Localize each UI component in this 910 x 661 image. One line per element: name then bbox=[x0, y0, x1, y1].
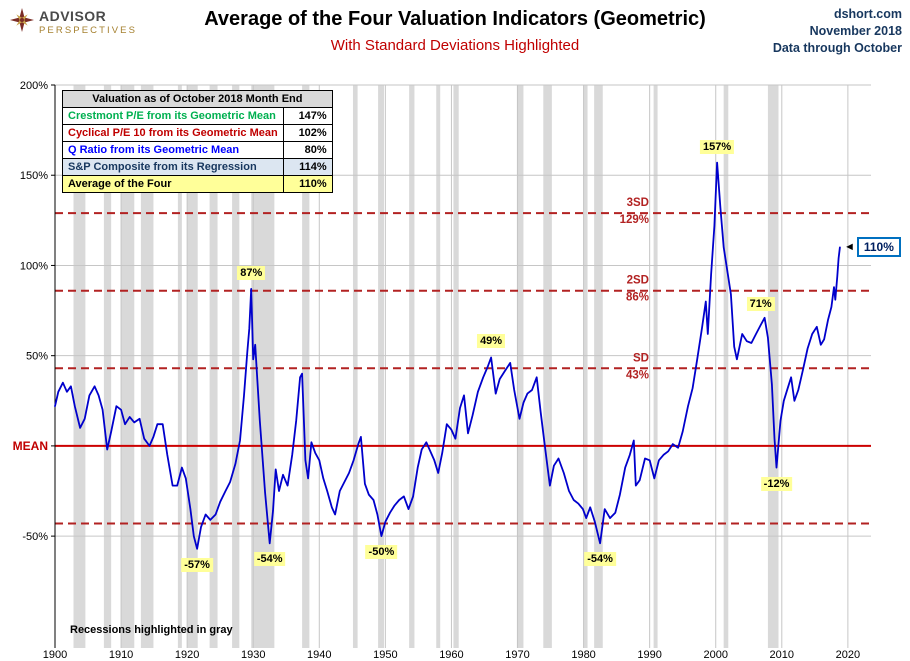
valuation-row-value: 114% bbox=[282, 158, 333, 176]
x-tick-label: 1950 bbox=[373, 649, 397, 661]
chart-title: Average of the Four Valuation Indicators… bbox=[204, 8, 706, 30]
source-note: Data through October bbox=[772, 41, 902, 55]
current-value-callout: ◄ 110% bbox=[843, 237, 901, 258]
valuation-row-value: 80% bbox=[282, 141, 333, 159]
logo-line1: ADVISOR bbox=[39, 8, 107, 24]
chart-subtitle: With Standard Deviations Highlighted bbox=[330, 37, 580, 54]
recession-band bbox=[73, 85, 86, 648]
valuation-row-value: 147% bbox=[282, 107, 333, 125]
sd-label: 3SD bbox=[627, 197, 649, 209]
logo-text: ADVISOR PERSPECTIVES bbox=[39, 8, 137, 36]
y-tick-label: 50% bbox=[26, 351, 48, 363]
x-tick-label: 2000 bbox=[703, 649, 727, 661]
x-tick-label: 1990 bbox=[637, 649, 661, 661]
recession-band bbox=[378, 85, 385, 648]
value-annotation: 87% bbox=[237, 265, 266, 280]
recession-band bbox=[723, 85, 729, 648]
value-annotation: -50% bbox=[365, 545, 398, 560]
x-tick-label: 2010 bbox=[770, 649, 794, 661]
x-tick-label: 1960 bbox=[439, 649, 463, 661]
x-tick-label: 1920 bbox=[175, 649, 199, 661]
valuation-row-label: Q Ratio from its Geometric Mean bbox=[62, 141, 284, 159]
sd-label: SD bbox=[633, 352, 649, 364]
recessions-footnote: Recessions highlighted in gray bbox=[70, 624, 233, 636]
recession-band bbox=[594, 85, 603, 648]
valuation-row-label: S&P Composite from its Regression bbox=[62, 158, 284, 176]
value-annotation: -54% bbox=[253, 552, 286, 567]
recession-band bbox=[232, 85, 240, 648]
sd-label: 86% bbox=[626, 292, 649, 304]
x-tick-label: 1900 bbox=[43, 649, 67, 661]
recession-band bbox=[209, 85, 218, 648]
x-tick-label: 1930 bbox=[241, 649, 265, 661]
value-annotation: 71% bbox=[746, 296, 775, 311]
sd-label: 129% bbox=[620, 214, 649, 226]
x-tick-label: 1970 bbox=[505, 649, 529, 661]
valuation-table-row: Q Ratio from its Geometric Mean 80% bbox=[62, 141, 333, 159]
recession-band bbox=[251, 85, 275, 648]
recession-band bbox=[187, 85, 198, 648]
valuation-row-value: 102% bbox=[282, 124, 333, 142]
sd-label: 43% bbox=[626, 369, 649, 381]
y-tick-label: 150% bbox=[20, 170, 48, 182]
recession-band bbox=[409, 85, 415, 648]
recession-band bbox=[352, 85, 358, 648]
x-tick-label: 2020 bbox=[836, 649, 860, 661]
mean-label: MEAN bbox=[13, 439, 48, 453]
logo-line2: PERSPECTIVES bbox=[39, 25, 138, 36]
valuation-table-row: Average of the Four 110% bbox=[62, 175, 333, 193]
recession-band bbox=[543, 85, 552, 648]
y-tick-label: 200% bbox=[20, 80, 48, 92]
valuation-table-row: S&P Composite from its Regression 114% bbox=[62, 158, 333, 176]
valuation-row-label: Crestmont P/E from its Geometric Mean bbox=[62, 107, 284, 125]
x-tick-label: 1910 bbox=[109, 649, 133, 661]
sd-label: 2SD bbox=[627, 275, 649, 287]
recession-band bbox=[103, 85, 112, 648]
source-site: dshort.com bbox=[833, 7, 902, 21]
value-annotation: 49% bbox=[477, 334, 506, 349]
advisor-perspectives-logo: ADVISOR PERSPECTIVES bbox=[10, 8, 137, 36]
value-annotation: 157% bbox=[699, 139, 735, 154]
recession-band bbox=[436, 85, 441, 648]
valuation-table-row: Cyclical P/E 10 from its Geometric Mean 1… bbox=[62, 124, 333, 142]
valuation-row-label: Cyclical P/E 10 from its Geometric Mean bbox=[62, 124, 284, 142]
y-tick-label: -50% bbox=[22, 531, 48, 543]
y-tick-label: 100% bbox=[20, 260, 48, 272]
recession-band bbox=[653, 85, 658, 648]
recession-band bbox=[767, 85, 779, 648]
recession-band bbox=[140, 85, 154, 648]
valuation-row-label: Average of the Four bbox=[62, 175, 284, 193]
x-tick-label: 1940 bbox=[307, 649, 331, 661]
current-value-box: 110% bbox=[856, 237, 901, 258]
value-annotation: -12% bbox=[760, 476, 793, 491]
left-arrow-icon: ◄ bbox=[843, 240, 855, 253]
recession-band bbox=[177, 85, 182, 648]
recession-band bbox=[583, 85, 588, 648]
source-date: November 2018 bbox=[809, 24, 902, 38]
valuation-summary-table: Valuation as of October 2018 Month End C… bbox=[62, 90, 333, 193]
compass-logo-icon bbox=[10, 8, 34, 32]
recession-band bbox=[121, 85, 135, 648]
source-block: dshort.com November 2018 Data through Oc… bbox=[773, 6, 902, 57]
valuation-row-value: 110% bbox=[282, 175, 333, 193]
value-annotation: -57% bbox=[181, 557, 213, 572]
recession-band bbox=[302, 85, 310, 648]
recession-band bbox=[453, 85, 459, 648]
value-annotation: -54% bbox=[584, 552, 616, 567]
valuation-table-row: Crestmont P/E from its Geometric Mean 147… bbox=[62, 107, 333, 125]
x-tick-label: 1980 bbox=[571, 649, 595, 661]
valuation-average-line bbox=[54, 161, 841, 550]
recession-band bbox=[516, 85, 524, 648]
valuation-table-header: Valuation as of October 2018 Month End bbox=[62, 90, 333, 108]
